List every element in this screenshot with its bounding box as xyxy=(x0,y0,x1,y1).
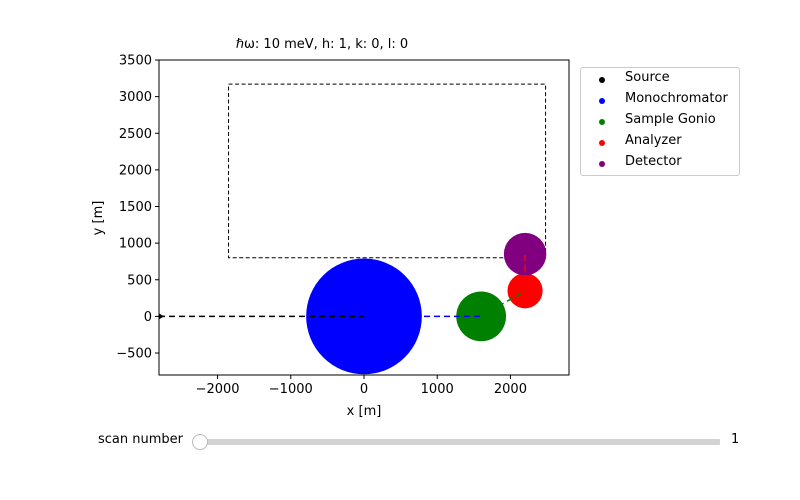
y-tick-label: 3500 xyxy=(119,54,152,69)
plot-area: −2000 −1000 0 1000 2000 −500 0 500 1000 1500 2000 2… xyxy=(116,54,570,397)
x-tick-label: 2000 xyxy=(494,382,527,397)
legend-label-source: Source xyxy=(625,70,670,85)
y-tick-label: 1500 xyxy=(119,200,152,215)
chart-title: ℏω: 10 meV, h: 1, k: 0, l: 0 xyxy=(236,37,408,52)
y-tick-label: 3000 xyxy=(119,90,152,105)
legend-item-monochromator: Monochromator xyxy=(581,90,739,110)
x-tick-label: 0 xyxy=(360,382,368,397)
boundary-rect xyxy=(228,83,547,259)
legend-item-source: Source xyxy=(581,69,739,89)
scan-number-label: scan number xyxy=(98,432,183,447)
detector-marker xyxy=(503,232,547,276)
legend: Source Monochromator Sample Gonio Analyz… xyxy=(580,67,740,176)
legend-marker-detector xyxy=(599,161,605,167)
legend-label-monochromator: Monochromator xyxy=(625,91,728,106)
legend-label-analyzer: Analyzer xyxy=(625,133,682,148)
x-tick-label: 1000 xyxy=(421,382,454,397)
legend-item-detector: Detector xyxy=(581,153,739,173)
y-tick-label: 500 xyxy=(127,273,152,288)
y-tick-label: 2500 xyxy=(119,127,152,142)
data-group xyxy=(159,83,547,375)
legend-item-analyzer: Analyzer xyxy=(581,132,739,152)
legend-marker-analyzer xyxy=(599,140,605,146)
scan-number-value: 1 xyxy=(731,432,740,447)
y-tick-label: 0 xyxy=(144,310,152,325)
y-tick-label: 2000 xyxy=(119,163,152,178)
y-tick-label: −500 xyxy=(116,347,152,362)
x-tick-label: −1000 xyxy=(269,382,313,397)
legend-marker-source xyxy=(599,77,605,83)
legend-label-sample-gonio: Sample Gonio xyxy=(625,112,716,127)
legend-label-detector: Detector xyxy=(625,154,682,169)
scan-number-slider-track[interactable] xyxy=(200,439,720,445)
x-tick-label: −2000 xyxy=(196,382,240,397)
beam-segment-3 xyxy=(480,290,526,318)
scan-number-slider-handle[interactable] xyxy=(192,434,208,450)
y-axis-label: y [m] xyxy=(91,201,106,236)
x-axis-label: x [m] xyxy=(347,404,382,419)
source-arrow xyxy=(159,313,164,320)
legend-item-sample-gonio: Sample Gonio xyxy=(581,111,739,131)
y-tick-label: 1000 xyxy=(119,237,152,252)
legend-marker-monochromator xyxy=(599,98,605,104)
legend-marker-sample-gonio xyxy=(599,119,605,125)
